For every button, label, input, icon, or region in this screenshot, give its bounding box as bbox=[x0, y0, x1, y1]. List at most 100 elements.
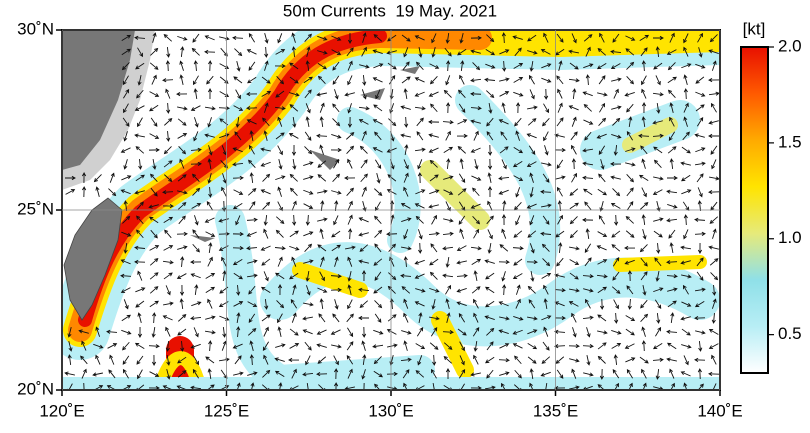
arrow bbox=[529, 172, 534, 183]
arrow bbox=[302, 316, 313, 321]
arrow bbox=[386, 50, 397, 55]
arrow bbox=[680, 260, 691, 265]
arrow bbox=[498, 260, 510, 265]
arrow bbox=[681, 63, 692, 69]
arrow bbox=[334, 256, 339, 267]
arrow bbox=[415, 370, 425, 378]
arrow bbox=[289, 92, 300, 97]
arrow bbox=[670, 382, 675, 390]
arrow bbox=[599, 102, 606, 113]
arrow bbox=[442, 246, 454, 251]
arrow bbox=[347, 327, 354, 338]
arrow bbox=[569, 230, 578, 239]
arrow bbox=[166, 130, 171, 142]
arrow bbox=[666, 218, 678, 223]
arrow bbox=[177, 133, 188, 139]
arrow bbox=[121, 62, 130, 71]
arrow bbox=[120, 273, 132, 278]
arrow bbox=[123, 103, 129, 114]
arrow bbox=[233, 189, 244, 195]
arrow bbox=[446, 102, 451, 114]
arrow bbox=[585, 228, 590, 240]
arrow bbox=[694, 315, 706, 321]
arrow bbox=[232, 259, 243, 266]
arrow bbox=[135, 146, 145, 154]
arrow bbox=[358, 259, 369, 264]
arrow bbox=[599, 201, 604, 212]
arrow bbox=[415, 343, 426, 350]
arrow bbox=[641, 88, 647, 99]
arrow bbox=[163, 272, 173, 280]
arrow bbox=[192, 187, 201, 196]
arrow bbox=[458, 312, 466, 323]
arrow bbox=[191, 47, 200, 56]
arrow bbox=[319, 144, 324, 155]
arrow bbox=[65, 189, 76, 195]
arrow bbox=[176, 91, 188, 97]
arrow bbox=[610, 203, 621, 209]
arrow bbox=[458, 103, 466, 113]
arrow bbox=[499, 343, 510, 349]
arrow bbox=[386, 371, 398, 377]
arrow bbox=[177, 245, 188, 250]
arrow bbox=[347, 32, 353, 44]
arrow bbox=[471, 175, 482, 181]
arrow bbox=[177, 35, 188, 41]
arrow bbox=[698, 47, 703, 58]
arrow bbox=[626, 130, 634, 141]
arrow bbox=[347, 368, 353, 379]
arrow bbox=[683, 88, 688, 100]
arrow bbox=[528, 299, 536, 309]
arrow bbox=[443, 218, 454, 223]
arrow bbox=[470, 147, 481, 153]
arrow bbox=[276, 76, 285, 85]
arrow bbox=[429, 271, 438, 280]
arrow bbox=[319, 256, 325, 267]
arrow bbox=[192, 229, 200, 239]
arrow bbox=[568, 78, 580, 83]
arrow bbox=[612, 117, 621, 126]
arrow bbox=[204, 35, 215, 41]
arrow bbox=[208, 60, 213, 72]
arrow bbox=[669, 158, 674, 170]
arrow bbox=[331, 49, 342, 55]
arrow bbox=[248, 201, 256, 211]
arrow bbox=[136, 215, 144, 225]
arrow bbox=[275, 343, 286, 348]
arrow bbox=[596, 245, 607, 251]
arrow bbox=[208, 186, 213, 198]
arrow bbox=[263, 130, 268, 141]
arrow bbox=[122, 117, 130, 127]
arrow bbox=[429, 342, 439, 350]
arrow bbox=[372, 77, 383, 83]
arrow bbox=[655, 368, 660, 380]
arrow bbox=[443, 356, 453, 364]
arrow bbox=[221, 186, 227, 197]
arrow bbox=[584, 257, 592, 267]
arrow bbox=[191, 203, 202, 209]
arrow bbox=[150, 47, 159, 56]
arrow bbox=[149, 245, 160, 251]
arrow bbox=[374, 188, 383, 197]
arrow bbox=[108, 369, 116, 379]
arrow bbox=[248, 159, 256, 169]
arrow bbox=[303, 231, 314, 237]
arrow bbox=[277, 145, 283, 156]
arrow bbox=[710, 272, 719, 281]
arrow bbox=[346, 187, 354, 197]
arrow bbox=[470, 91, 482, 96]
arrow bbox=[456, 133, 468, 139]
arrow bbox=[542, 215, 550, 225]
arrow bbox=[372, 344, 384, 349]
arrow bbox=[331, 244, 341, 252]
arrow bbox=[442, 330, 454, 335]
arrow bbox=[710, 102, 717, 113]
arrow bbox=[289, 187, 298, 196]
arrow bbox=[417, 172, 422, 184]
arrow bbox=[108, 188, 117, 197]
arrow bbox=[262, 117, 270, 127]
arrow bbox=[137, 369, 143, 380]
arrow bbox=[120, 147, 131, 153]
x-tick-label: 125˚E bbox=[204, 401, 249, 420]
arrow bbox=[95, 326, 101, 337]
